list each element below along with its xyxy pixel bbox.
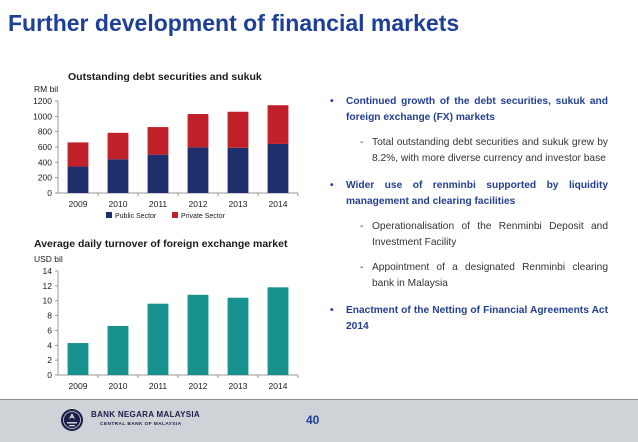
y-tick-label: 4 — [47, 340, 52, 350]
bank-emblem-icon — [61, 409, 83, 431]
y-axis-unit-label: RM bil — [34, 84, 58, 94]
sub-bullet-marker: - — [360, 262, 364, 273]
bullet-marker: • — [330, 180, 334, 191]
bar-private-sector — [267, 105, 289, 144]
sub-bullet-item: - Operationalisation of the Renminbi Depo… — [330, 219, 608, 250]
x-tick-label: 2013 — [229, 381, 248, 391]
bar — [187, 294, 209, 375]
x-tick-label: 2011 — [149, 381, 168, 391]
bullet-list: • Continued growth of the debt securities… — [330, 94, 608, 334]
bar — [267, 287, 289, 375]
bar — [147, 303, 169, 375]
y-tick-label: 200 — [38, 173, 52, 183]
legend-label: Public Sector — [115, 213, 157, 220]
y-tick-label: 14 — [43, 266, 53, 276]
y-tick-label: 1000 — [33, 111, 52, 121]
x-tick-label: 2010 — [109, 199, 128, 209]
bullet-item: • Wider use of renminbi supported by liqu… — [330, 178, 608, 209]
y-tick-label: 400 — [38, 157, 52, 167]
bullet-item: • Enactment of the Netting of Financial A… — [330, 303, 608, 334]
bar-public-sector — [147, 154, 169, 193]
page-number: 40 — [306, 413, 320, 427]
bullet-text: Enactment of the Netting of Financial Ag… — [346, 305, 608, 332]
chart-title: Average daily turnover of foreign exchan… — [34, 238, 288, 250]
x-tick-label: 2014 — [269, 381, 288, 391]
x-tick-label: 2009 — [69, 381, 88, 391]
legend-label: Private Sector — [181, 213, 226, 220]
bar-public-sector — [267, 143, 289, 193]
bar — [67, 343, 89, 375]
bar-public-sector — [67, 166, 89, 193]
bar — [227, 297, 249, 375]
chart-title: Outstanding debt securities and sukuk — [68, 71, 262, 83]
bank-name: BANK NEGARA MALAYSIA — [91, 410, 200, 419]
y-tick-label: 1200 — [33, 96, 52, 106]
slide-title: Further development of financial markets — [8, 10, 460, 36]
sub-bullet-text: Operationalisation of the Renminbi Depos… — [372, 221, 608, 248]
sub-bullet-text: Total outstanding debt securities and su… — [372, 137, 608, 164]
y-tick-label: 6 — [47, 325, 52, 335]
bar-public-sector — [227, 147, 249, 193]
y-tick-label: 8 — [47, 311, 52, 321]
bar-private-sector — [227, 111, 249, 148]
y-tick-label: 12 — [43, 281, 53, 291]
y-tick-label: 800 — [38, 127, 52, 137]
x-tick-label: 2014 — [269, 199, 288, 209]
legend-swatch — [172, 212, 178, 218]
bar-private-sector — [67, 142, 89, 167]
bullet-text: Continued growth of the debt securities,… — [346, 96, 608, 123]
y-tick-label: 2 — [47, 355, 52, 365]
legend-swatch — [106, 212, 112, 218]
bullet-marker: • — [330, 305, 334, 316]
x-tick-label: 2013 — [229, 199, 248, 209]
sub-bullet-text: Appointment of a designated Renminbi cle… — [372, 262, 608, 289]
y-tick-label: 600 — [38, 142, 52, 152]
bullet-item: • Continued growth of the debt securities… — [330, 94, 608, 125]
bar-public-sector — [107, 159, 129, 193]
charts-canvas: Outstanding debt securities and sukuk RM … — [33, 71, 299, 391]
y-tick-label: 0 — [47, 188, 52, 198]
x-tick-label: 2012 — [189, 381, 208, 391]
sub-bullet-marker: - — [360, 137, 364, 148]
x-tick-label: 2009 — [69, 199, 88, 209]
y-axis-unit-label: USD bil — [34, 254, 63, 264]
sub-bullet-item: - Appointment of a designated Renminbi cl… — [330, 260, 608, 291]
bar-private-sector — [107, 132, 129, 160]
bar — [107, 325, 129, 375]
bullet-text: Wider use of renminbi supported by liqui… — [346, 180, 608, 207]
bank-subtitle: CENTRAL BANK OF MALAYSIA — [100, 422, 182, 427]
bar-private-sector — [187, 114, 209, 148]
footer-bar — [0, 400, 638, 442]
x-tick-label: 2011 — [149, 199, 168, 209]
x-tick-label: 2012 — [189, 199, 208, 209]
sub-bullet-item: - Total outstanding debt securities and s… — [330, 135, 608, 166]
bullet-marker: • — [330, 96, 334, 107]
sub-bullet-marker: - — [360, 221, 364, 232]
y-tick-label: 0 — [47, 370, 52, 380]
bar-private-sector — [147, 127, 169, 155]
x-tick-label: 2010 — [109, 381, 128, 391]
y-tick-label: 10 — [43, 296, 53, 306]
bar-public-sector — [187, 147, 209, 193]
